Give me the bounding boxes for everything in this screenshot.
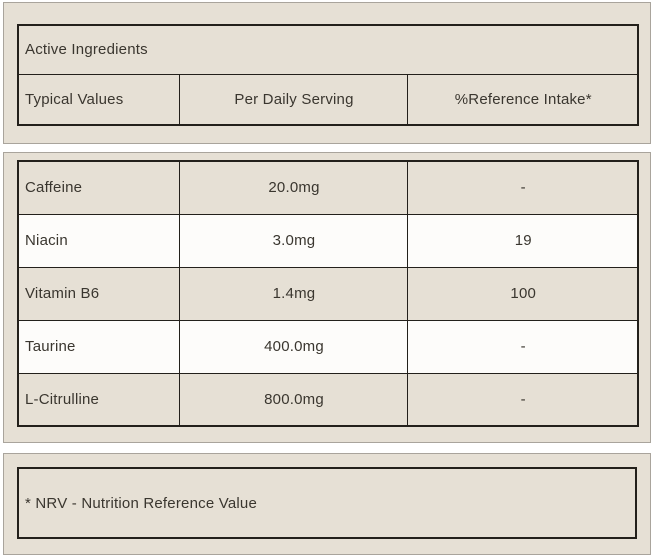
per-serving-cell: 20.0mg	[178, 160, 408, 215]
reference-intake-cell: 19	[406, 213, 639, 268]
ingredient-name-cell: L-Citrulline	[17, 372, 180, 427]
footnote-text: * NRV - Nutrition Reference Value	[25, 494, 257, 512]
reference-intake-cell: 100	[406, 266, 639, 321]
ingredient-name-cell: Vitamin B6	[17, 266, 180, 321]
table-row-vitamin-b6: Vitamin B6 1.4mg 100	[17, 266, 639, 321]
reference-intake-cell: -	[406, 160, 639, 215]
table-row-l-citrulline: L-Citrulline 800.0mg -	[17, 372, 639, 427]
table-row-taurine: Taurine 400.0mg -	[17, 319, 639, 374]
column-header-typical-values: Typical Values	[17, 73, 180, 126]
footnote-section: * NRV - Nutrition Reference Value	[3, 453, 651, 555]
ingredient-name-cell: Taurine	[17, 319, 180, 374]
column-header-reference-intake: %Reference Intake*	[406, 73, 639, 126]
header-section: Active Ingredients Typical Values Per Da…	[3, 2, 651, 144]
per-serving-cell: 3.0mg	[178, 213, 408, 268]
ingredients-section: Caffeine 20.0mg - Niacin 3.0mg 19 Vitami…	[3, 152, 651, 443]
ingredient-name-cell: Niacin	[17, 213, 180, 268]
per-serving-cell: 1.4mg	[178, 266, 408, 321]
ingredient-name-cell: Caffeine	[17, 160, 180, 215]
per-serving-cell: 800.0mg	[178, 372, 408, 427]
footnote-box: * NRV - Nutrition Reference Value	[17, 467, 637, 539]
ingredients-table: Caffeine 20.0mg - Niacin 3.0mg 19 Vitami…	[17, 160, 639, 427]
active-ingredients-title: Active Ingredients	[17, 24, 639, 75]
column-header-row: Typical Values Per Daily Serving %Refere…	[17, 73, 639, 126]
reference-intake-cell: -	[406, 319, 639, 374]
per-serving-cell: 400.0mg	[178, 319, 408, 374]
table-row-niacin: Niacin 3.0mg 19	[17, 213, 639, 268]
column-header-per-daily-serving: Per Daily Serving	[178, 73, 408, 126]
table-row-caffeine: Caffeine 20.0mg -	[17, 160, 639, 215]
active-ingredients-header-table: Active Ingredients Typical Values Per Da…	[17, 24, 640, 126]
reference-intake-cell: -	[406, 372, 639, 427]
title-row: Active Ingredients	[17, 24, 639, 75]
